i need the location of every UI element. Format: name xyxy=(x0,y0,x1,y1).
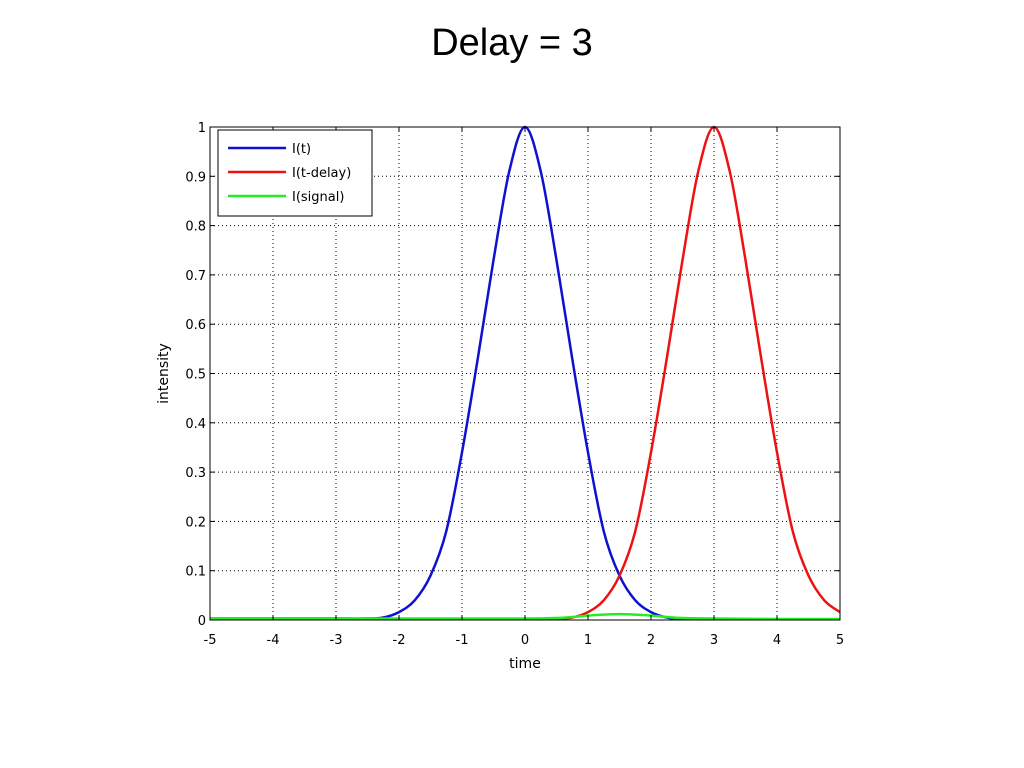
y-tick-labels: 0 0.1 0.2 0.3 0.4 0.5 0.6 0.7 0.8 0.9 1 xyxy=(185,121,206,629)
x-tick-label: -4 xyxy=(267,633,280,648)
y-tick-label: 0.1 xyxy=(185,565,206,580)
axis-ticks xyxy=(209,126,841,621)
x-tick-label: 3 xyxy=(710,633,718,648)
x-tick-label: -3 xyxy=(330,633,343,648)
y-tick-label: 0.8 xyxy=(185,220,206,235)
x-tick-label: 2 xyxy=(647,633,655,648)
legend-items: I(t) I(t-delay) I(signal) xyxy=(228,142,351,205)
y-tick-label: 0.5 xyxy=(185,368,206,383)
y-tick-label: 0.9 xyxy=(185,170,206,185)
y-tick-label: 0.6 xyxy=(185,318,206,333)
y-axis-label: intensity xyxy=(156,343,172,404)
slide-title: Delay = 3 xyxy=(431,22,593,64)
x-axis-label: time xyxy=(509,656,541,672)
x-tick-labels: -5 -4 -3 -2 -1 0 1 2 3 4 5 xyxy=(204,633,845,648)
x-tick-label: 5 xyxy=(836,633,844,648)
legend-label: I(signal) xyxy=(292,190,344,205)
y-tick-label: 0 xyxy=(198,614,206,629)
y-tick-label: 1 xyxy=(198,121,206,136)
legend-label: I(t-delay) xyxy=(292,166,351,181)
x-tick-label: -1 xyxy=(456,633,469,648)
x-tick-label: 1 xyxy=(584,633,592,648)
y-tick-label: 0.7 xyxy=(185,269,206,284)
legend: I(t) I(t-delay) I(signal) xyxy=(217,129,373,217)
x-tick-label: -2 xyxy=(393,633,406,648)
y-tick-label: 0.2 xyxy=(185,515,206,530)
legend-label: I(t) xyxy=(292,142,311,157)
series-line-3 xyxy=(210,612,840,620)
y-tick-label: 0.4 xyxy=(185,417,206,432)
y-tick-label: 0.3 xyxy=(185,466,206,481)
x-tick-label: 0 xyxy=(521,633,529,648)
x-tick-label: 4 xyxy=(773,633,781,648)
x-tick-label: -5 xyxy=(204,633,217,648)
